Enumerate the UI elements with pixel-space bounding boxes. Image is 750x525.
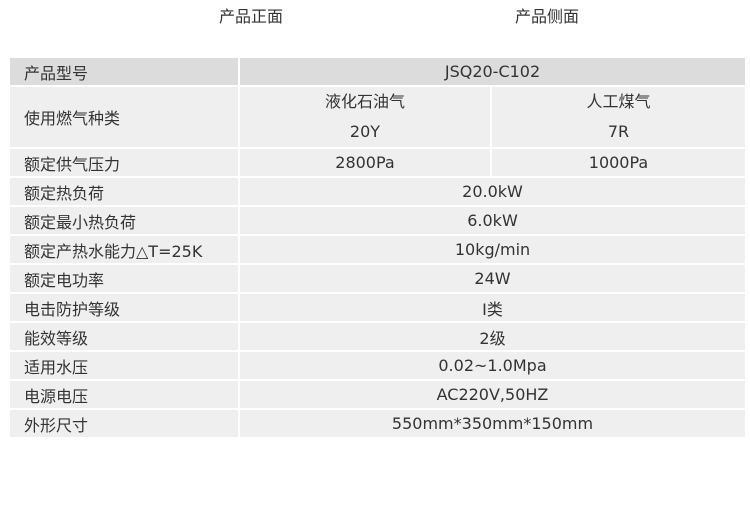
row-label: 适用水压 <box>8 350 240 381</box>
row-value: 0.02~1.0Mpa <box>238 350 747 381</box>
row-value: AC220V,50HZ <box>238 379 747 410</box>
gas-pressure-artificial: 1000Pa <box>490 147 747 178</box>
gas-type-label: 使用燃气种类 <box>8 85 240 149</box>
artificial-code: 7R <box>607 122 630 141</box>
caption-side: 产品侧面 <box>515 7 580 26</box>
row-label: 额定最小热负荷 <box>8 205 240 236</box>
row-value: 10kg/min <box>238 234 747 265</box>
table-row: 能效等级 2级 <box>8 321 747 352</box>
row-value: 24W <box>238 263 747 294</box>
gas-pressure-label: 额定供气压力 <box>8 147 240 178</box>
table-row: 额定电功率 24W <box>8 263 747 294</box>
table-row: 额定产热水能力△T=25K 10kg/min <box>8 234 747 265</box>
model-label: 产品型号 <box>8 56 240 87</box>
row-value: Ⅰ类 <box>238 292 747 323</box>
row-label: 外形尺寸 <box>8 408 240 439</box>
table-row-gas-type: 使用燃气种类 液化石油气 20Y 人工煤气 7R <box>8 85 747 149</box>
table-row-model: 产品型号 JSQ20-C102 <box>8 56 747 87</box>
row-label: 额定热负荷 <box>8 176 240 207</box>
table-row: 额定最小热负荷 6.0kW <box>8 205 747 236</box>
row-label: 能效等级 <box>8 321 240 352</box>
row-value: 550mm*350mm*150mm <box>238 408 747 439</box>
artificial-name: 人工煤气 <box>586 92 651 111</box>
table-row: 外形尺寸 550mm*350mm*150mm <box>8 408 747 439</box>
row-value: 6.0kW <box>238 205 747 236</box>
row-label: 额定电功率 <box>8 263 240 294</box>
spec-table: 产品型号 JSQ20-C102 使用燃气种类 液化石油气 20Y 人工煤气 7R… <box>8 56 747 439</box>
table-row: 电击防护等级 Ⅰ类 <box>8 292 747 323</box>
table-row: 适用水压 0.02~1.0Mpa <box>8 350 747 381</box>
table-row: 额定热负荷 20.0kW <box>8 176 747 207</box>
table-row-gas-pressure: 额定供气压力 2800Pa 1000Pa <box>8 147 747 178</box>
table-row: 电源电压 AC220V,50HZ <box>8 379 747 410</box>
row-label: 电击防护等级 <box>8 292 240 323</box>
caption-front: 产品正面 <box>219 7 284 26</box>
row-label: 额定产热水能力△T=25K <box>8 234 240 265</box>
gas-pressure-lpg: 2800Pa <box>238 147 492 178</box>
row-value: 20.0kW <box>238 176 747 207</box>
gas-type-lpg: 液化石油气 20Y <box>238 85 492 149</box>
row-value: 2级 <box>238 321 747 352</box>
gas-type-artificial: 人工煤气 7R <box>490 85 747 149</box>
lpg-code: 20Y <box>349 122 381 141</box>
lpg-name: 液化石油气 <box>324 92 405 111</box>
row-label: 电源电压 <box>8 379 240 410</box>
model-value: JSQ20-C102 <box>238 56 747 87</box>
